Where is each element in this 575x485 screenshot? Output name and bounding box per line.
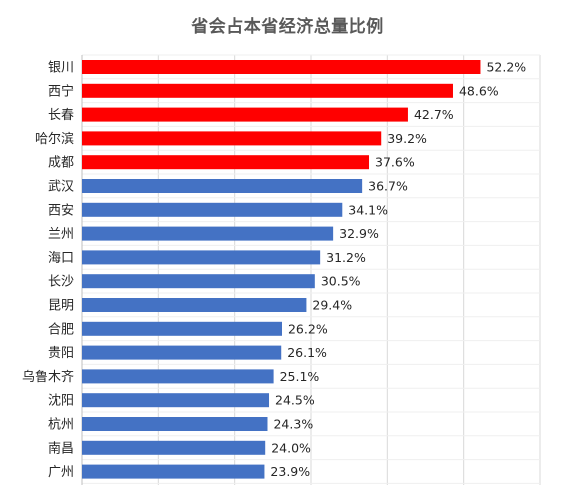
category-label: 西安 <box>48 203 74 218</box>
category-label: 广州 <box>48 465 74 480</box>
category-label: 兰州 <box>48 227 74 242</box>
category-label: 沈阳 <box>48 394 74 409</box>
category-label: 合肥 <box>48 322 74 337</box>
data-label: 29.4% <box>312 298 352 313</box>
category-label: 杭州 <box>48 418 74 433</box>
category-label: 贵阳 <box>48 346 74 361</box>
bar <box>82 345 282 360</box>
data-label: 37.6% <box>375 155 415 170</box>
data-label: 39.2% <box>387 131 427 146</box>
bar <box>82 60 481 74</box>
bar <box>82 464 265 479</box>
bar <box>82 155 370 170</box>
category-label: 乌鲁木齐 <box>22 369 74 385</box>
bar <box>82 202 343 217</box>
bar <box>82 274 315 289</box>
bar <box>82 226 334 241</box>
data-label: 52.2% <box>486 60 526 75</box>
category-label: 西宁 <box>48 83 74 99</box>
data-label: 23.9% <box>270 464 310 479</box>
data-label: 24.5% <box>275 393 315 408</box>
category-label: 长春 <box>48 108 74 123</box>
bar <box>82 131 382 146</box>
bar <box>82 298 307 312</box>
bar <box>82 393 270 408</box>
data-label: 24.3% <box>273 417 313 432</box>
bar <box>82 369 274 384</box>
category-label: 昆明 <box>48 299 74 314</box>
bar <box>82 417 268 431</box>
bar <box>82 107 408 122</box>
category-label: 成都 <box>48 156 74 171</box>
category-label: 南昌 <box>48 440 74 456</box>
bar <box>82 83 453 98</box>
data-label: 48.6% <box>459 83 499 98</box>
data-label: 26.2% <box>288 321 328 336</box>
category-label: 长沙 <box>48 275 74 290</box>
chart-title: 省会占本省经济总量比例 <box>191 17 384 37</box>
bar <box>82 250 321 265</box>
category-label: 银川 <box>48 61 74 76</box>
data-label: 31.2% <box>326 250 366 265</box>
data-label: 34.1% <box>348 202 388 217</box>
data-label: 26.1% <box>287 345 327 360</box>
data-label: 42.7% <box>414 107 454 122</box>
category-label: 海口 <box>48 251 74 266</box>
data-label: 30.5% <box>321 274 361 289</box>
bar <box>82 440 266 455</box>
category-label: 武汉 <box>48 180 74 195</box>
category-label: 哈尔滨 <box>35 131 74 147</box>
bar <box>82 321 282 336</box>
data-label: 25.1% <box>280 369 320 384</box>
data-label: 32.9% <box>339 226 379 241</box>
bar <box>82 179 363 193</box>
data-label: 24.0% <box>271 440 311 455</box>
data-label: 36.7% <box>368 179 408 194</box>
